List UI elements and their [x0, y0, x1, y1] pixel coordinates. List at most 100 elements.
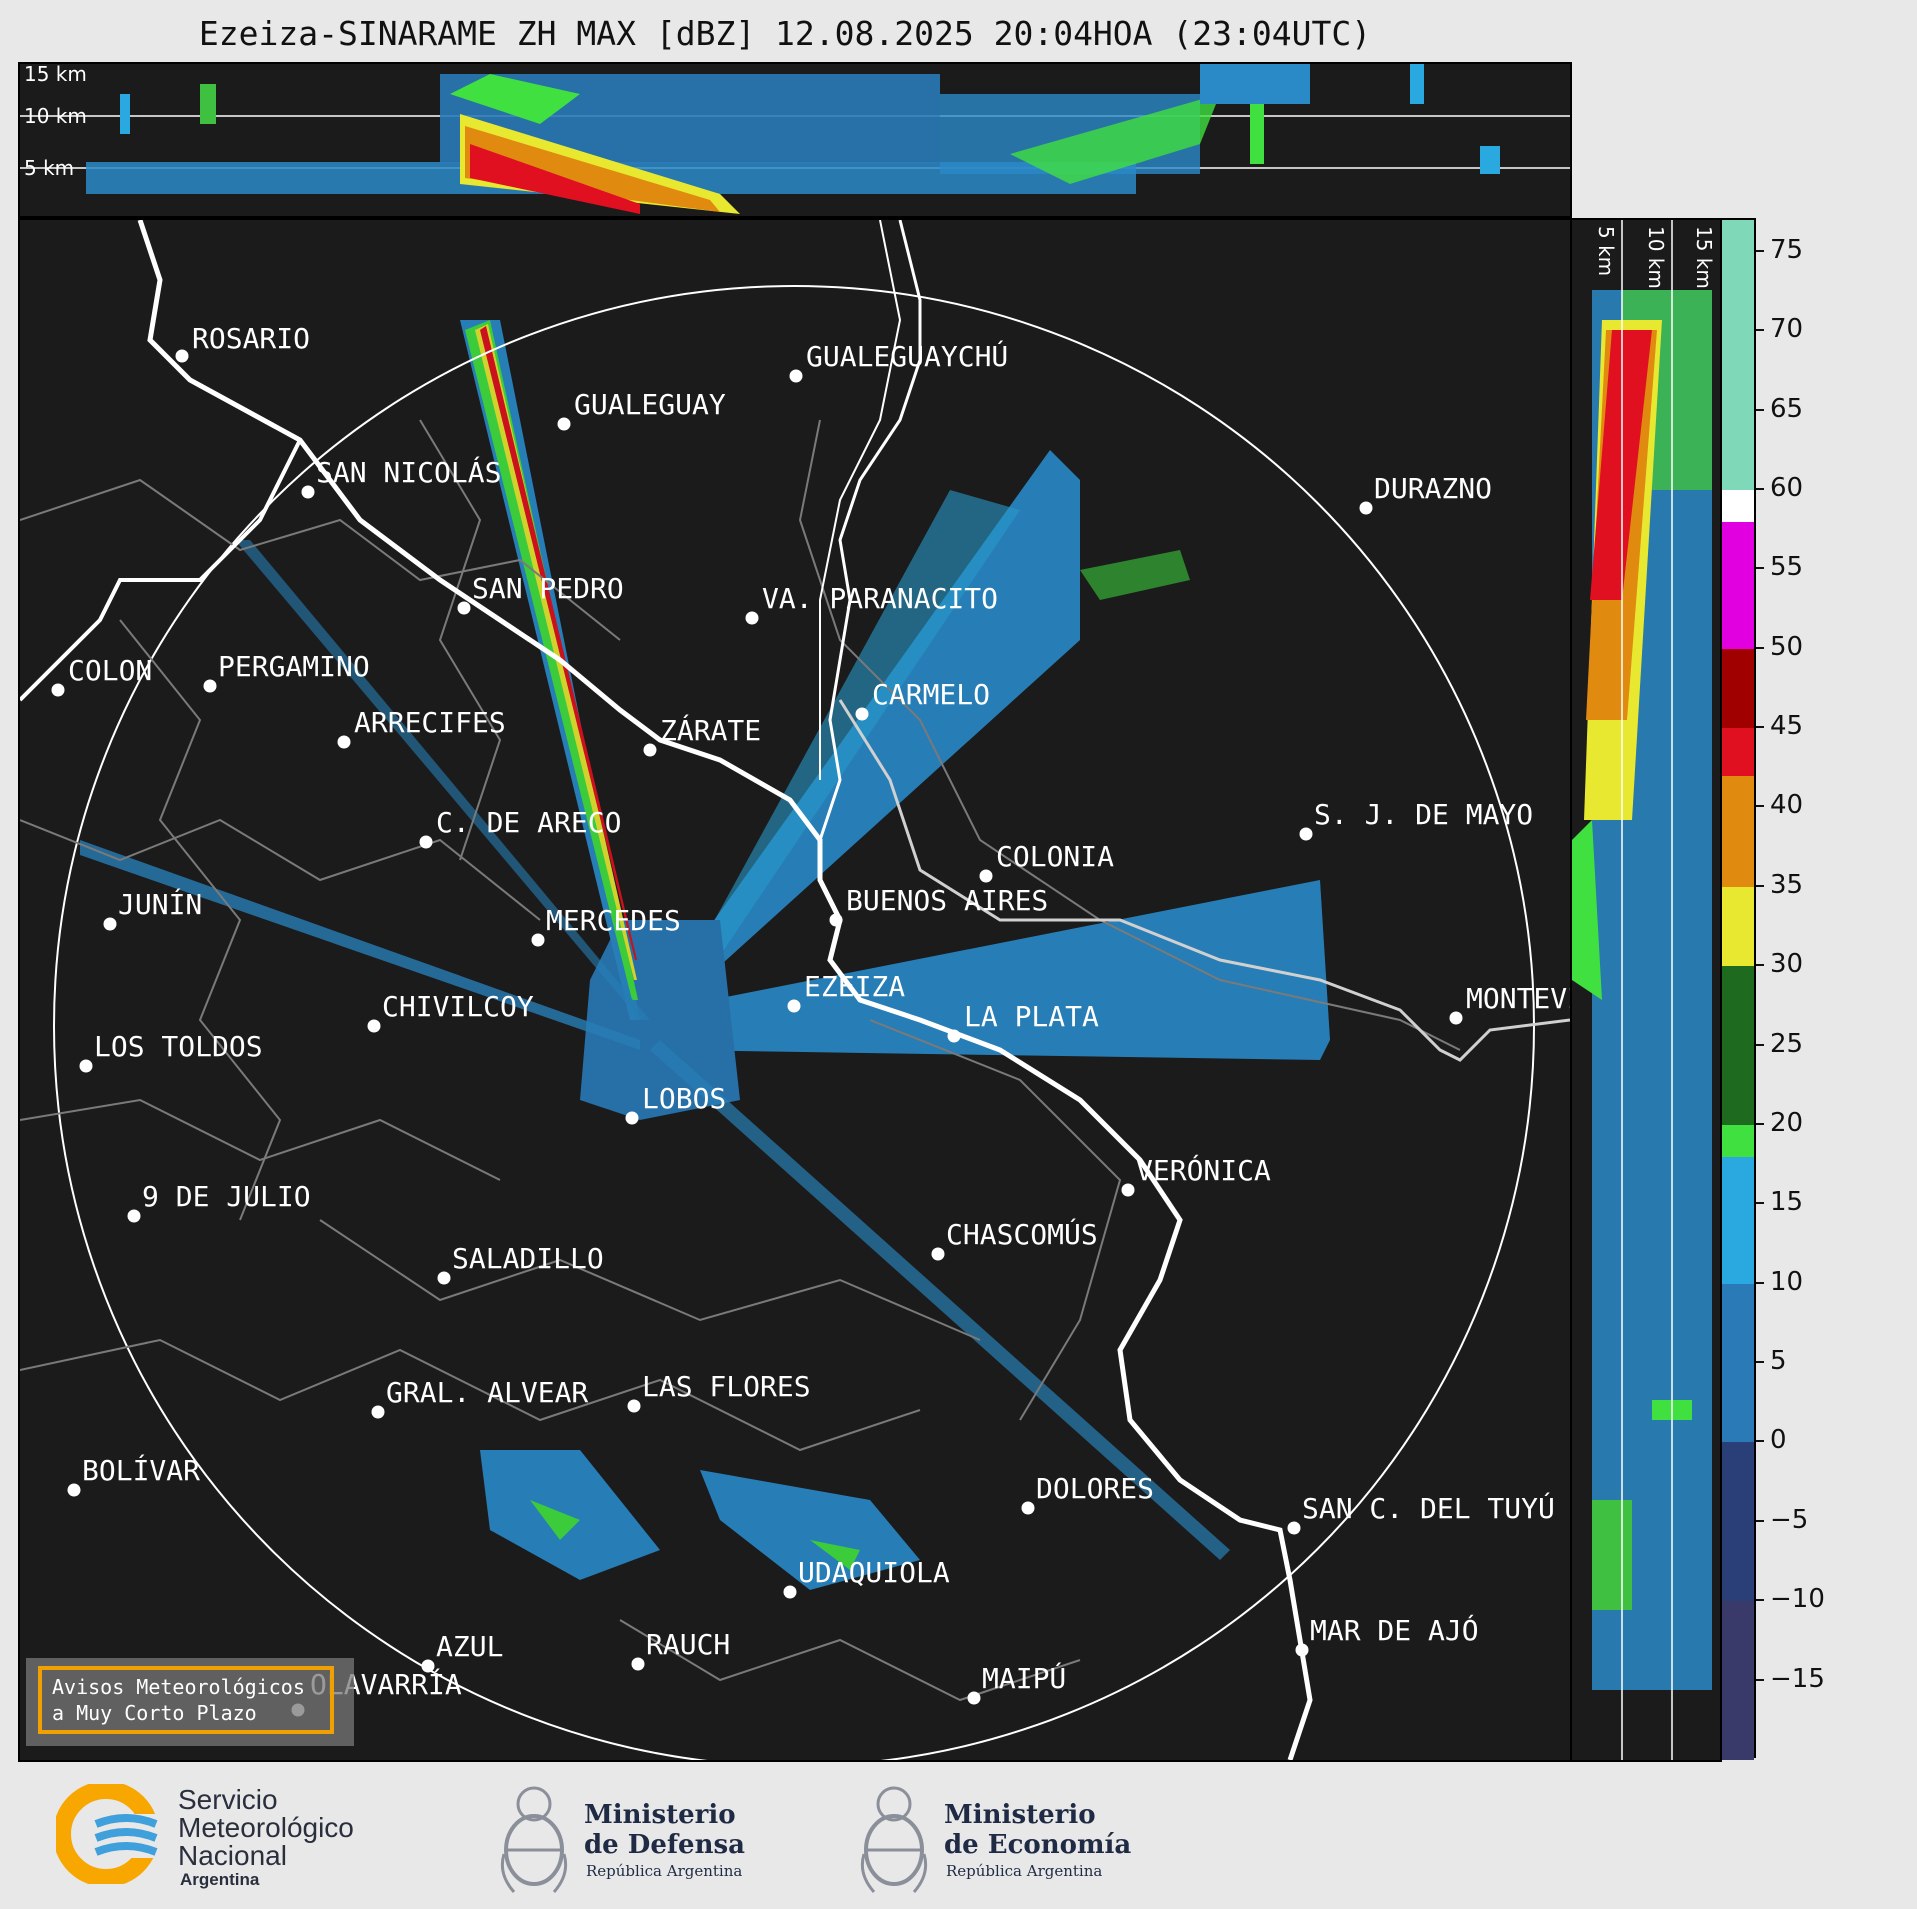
top-cross-section-panel: 15 km 10 km 5 km — [18, 62, 1572, 218]
city-label: EZEIZA — [804, 970, 906, 1003]
city-label: DURAZNO — [1374, 472, 1493, 505]
colorbar-tick-label: 50 — [1770, 631, 1804, 662]
colorbar-tick — [1756, 567, 1764, 570]
city-marker — [1449, 1011, 1463, 1025]
city-label: LA PLATA — [964, 1000, 1099, 1033]
economia-logo-line3: República Argentina — [946, 1862, 1103, 1880]
colorbar-band — [1722, 775, 1754, 887]
city-marker — [371, 1405, 385, 1419]
city-label: S. J. DE MAYO — [1314, 798, 1534, 831]
city-label: CHASCOMÚS — [946, 1218, 1098, 1251]
colorbar-band — [1722, 1283, 1754, 1443]
top-cross-section-echoes — [20, 64, 1570, 214]
economia-logo-line2: de Economía — [944, 1830, 1132, 1860]
colorbar-band — [1722, 1442, 1754, 1602]
radar-map-panel: ROSARIO GUALEGUAYCHÚ GUALEGUAY SAN NICOL… — [18, 218, 1572, 1762]
defensa-logo-line1: Ministerio — [584, 1800, 736, 1830]
smn-logo-line4: Argentina — [180, 1870, 260, 1889]
colorbar-band — [1722, 886, 1754, 967]
city-label: CHIVILCOY — [382, 990, 534, 1023]
alert-line-1: Avisos Meteorológicos — [52, 1675, 305, 1699]
colorbar-tick — [1756, 408, 1764, 411]
colorbar-tick-label: 45 — [1770, 711, 1804, 742]
city-marker — [625, 1111, 639, 1125]
city-marker — [421, 1659, 435, 1673]
colorbar-tick-label: 65 — [1770, 393, 1804, 424]
city-label: 9 DE JULIO — [142, 1180, 311, 1213]
city-label: BOLÍVAR — [82, 1454, 201, 1487]
colorbar-tick-label: 55 — [1770, 552, 1804, 583]
colorbar-tick-label: 20 — [1770, 1107, 1804, 1138]
height-label-10km: 10 km — [24, 104, 87, 128]
colorbar-tick — [1756, 1361, 1764, 1364]
argentina-shield-icon — [500, 1786, 568, 1893]
colorbar-tick — [1756, 249, 1764, 252]
city-marker — [1299, 827, 1313, 841]
smn-logo-line2: Meteorológico — [178, 1812, 354, 1843]
city-marker — [787, 999, 801, 1013]
city-label: COLONIA — [996, 840, 1115, 873]
colorbar-tick — [1756, 487, 1764, 490]
city-marker — [783, 1585, 797, 1599]
colorbar-tick-label: 40 — [1770, 790, 1804, 821]
colorbar-band — [1722, 728, 1754, 776]
argentina-shield-icon — [860, 1786, 928, 1893]
uruguay-coast — [838, 699, 1570, 1062]
city-marker — [127, 1209, 141, 1223]
city-marker — [367, 1019, 381, 1033]
colorbar-tick — [1756, 726, 1764, 729]
colorbar-tick — [1756, 1202, 1764, 1205]
colorbar-tick-label: 70 — [1770, 314, 1804, 345]
city-label: LOBOS — [642, 1082, 727, 1115]
city-marker — [531, 933, 545, 947]
city-marker — [301, 485, 315, 499]
colorbar-band — [1722, 966, 1754, 1125]
colorbar-band — [1722, 220, 1754, 490]
city-marker — [557, 417, 571, 431]
colorbar-tick — [1756, 646, 1764, 649]
city-marker — [979, 869, 993, 883]
colorbar-tick-label: 60 — [1770, 472, 1804, 503]
city-marker — [1287, 1521, 1301, 1535]
city-label: SAN NICOLÁS — [316, 456, 502, 489]
alert-box: Avisos Meteorológicos a Muy Corto Plazo — [26, 1658, 354, 1746]
city-marker — [1359, 501, 1373, 515]
colorbar-tick — [1756, 805, 1764, 808]
colorbar-tick — [1756, 1122, 1764, 1125]
city-label: UDAQUIOLA — [798, 1556, 950, 1589]
city-label: ZÁRATE — [660, 714, 762, 747]
boundaries — [20, 419, 1461, 1702]
city-label: SALADILLO — [452, 1242, 604, 1275]
colorbar-tick-label: 35 — [1770, 869, 1804, 900]
city-marker — [51, 683, 65, 697]
defensa-logo-line3: República Argentina — [586, 1862, 743, 1880]
city-marker — [855, 707, 869, 721]
colorbar-tick-label: 5 — [1770, 1346, 1787, 1377]
colorbar-band — [1722, 1124, 1754, 1157]
colorbar — [1720, 218, 1756, 1760]
height-label-5km: 5 km — [24, 156, 75, 180]
city-label: LOS TOLDOS — [94, 1030, 263, 1063]
city-label: PERGAMINO — [218, 650, 370, 683]
city-label: VA. PARANACITO — [762, 582, 999, 615]
city-label: JUNÍN — [118, 888, 203, 921]
radar-map-graphics — [20, 220, 1570, 1760]
colorbar-tick-label: 75 — [1770, 234, 1804, 265]
alert-line-2: a Muy Corto Plazo — [52, 1701, 257, 1725]
coastline — [20, 220, 1313, 1760]
city-label: ARRECIFES — [354, 706, 506, 739]
city-label: CARMELO — [872, 678, 991, 711]
city-marker — [79, 1059, 93, 1073]
city-marker — [457, 601, 471, 615]
city-label: DOLORES — [1036, 1472, 1155, 1505]
smn-logo-line3: Nacional — [178, 1840, 287, 1871]
city-label: MONTEVIDEO — [1466, 982, 1570, 1015]
city-label: GUALEGUAY — [574, 388, 726, 421]
city-marker — [67, 1483, 81, 1497]
city-label: GRAL. ALVEAR — [386, 1376, 589, 1409]
city-marker — [829, 913, 843, 927]
city-label: ROSARIO — [192, 322, 311, 355]
smn-logo-icon — [56, 1784, 166, 1884]
colorbar-tick-label: −5 — [1770, 1504, 1809, 1535]
colorbar-tick — [1756, 964, 1764, 967]
